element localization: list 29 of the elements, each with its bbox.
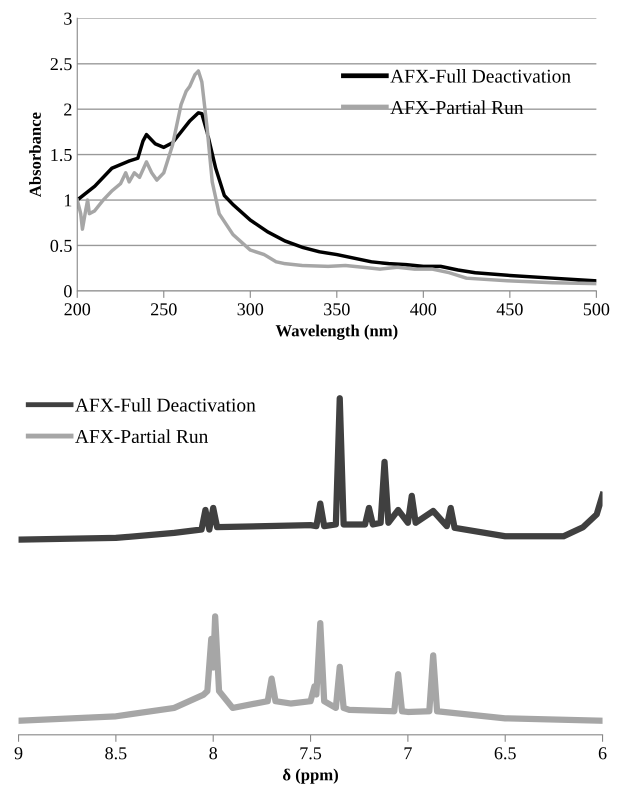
y-tick-label: 2.5	[50, 58, 72, 70]
y-tick-label: 0.5	[50, 240, 72, 252]
x-tick-label: 7.5	[300, 747, 322, 760]
y-tick-label: 2	[64, 103, 72, 116]
legend-label: AFX-Full Deactivation	[75, 398, 256, 412]
line-series	[77, 69, 596, 286]
legend-label: AFX-Partial Run	[75, 429, 208, 444]
x-tick-label: 8	[209, 747, 218, 760]
x-tick-label: 300	[238, 303, 264, 316]
y-tick-label: 0	[64, 285, 72, 298]
x-tick-label: 250	[151, 303, 177, 316]
x-tick-label: 8.5	[105, 747, 126, 760]
x-axis-title: δ (ppm)	[282, 768, 338, 784]
x-tick-label: 200	[64, 303, 90, 316]
y-tick-label: 3	[64, 12, 72, 25]
x-tick-label: 450	[496, 303, 523, 316]
y-tick-label: 1.5	[51, 148, 72, 162]
legend-label: AFX-Partial Run	[390, 100, 524, 114]
x-axis-title: Wavelength (nm)	[276, 324, 398, 340]
x-tick-label: 350	[324, 303, 350, 316]
x-tick-label: 6.5	[494, 747, 516, 760]
x-tick-label: 6	[598, 747, 607, 760]
x-tick-label: 500	[584, 303, 610, 316]
y-tick-label: 1	[64, 194, 72, 206]
legend-label: AFX-Full Deactivation	[390, 69, 571, 83]
x-tick-label: 7	[404, 747, 412, 760]
y-axis-title: Absorbance	[29, 112, 41, 198]
x-tick-label: 400	[410, 303, 436, 316]
x-tick-label: 9	[14, 747, 22, 760]
